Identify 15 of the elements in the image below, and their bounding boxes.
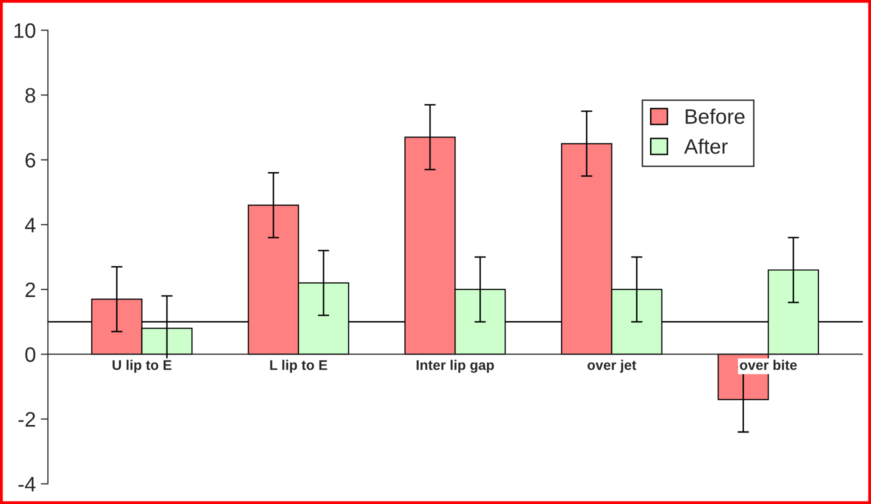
- x-tick-label: L lip to E: [270, 360, 328, 373]
- x-tick-label: Inter lip gap: [416, 360, 494, 373]
- x-tick-label: over jet: [588, 360, 636, 373]
- legend-label: After: [684, 138, 728, 154]
- y-tick-label: 8: [25, 88, 36, 103]
- x-tick-label: over bite: [740, 360, 797, 370]
- y-tick-label: 6: [26, 152, 36, 168]
- y-tick-label: 0: [25, 347, 36, 362]
- y-tick-label: -4: [18, 477, 36, 492]
- y-tick-label: 10: [14, 23, 36, 38]
- legend-label: Before: [686, 108, 745, 124]
- y-tick-label: 4: [24, 218, 36, 232]
- x-tick-label: U lip to E: [112, 360, 172, 373]
- y-tick-label: -2: [18, 412, 36, 427]
- y-tick-label: 2: [26, 282, 36, 297]
